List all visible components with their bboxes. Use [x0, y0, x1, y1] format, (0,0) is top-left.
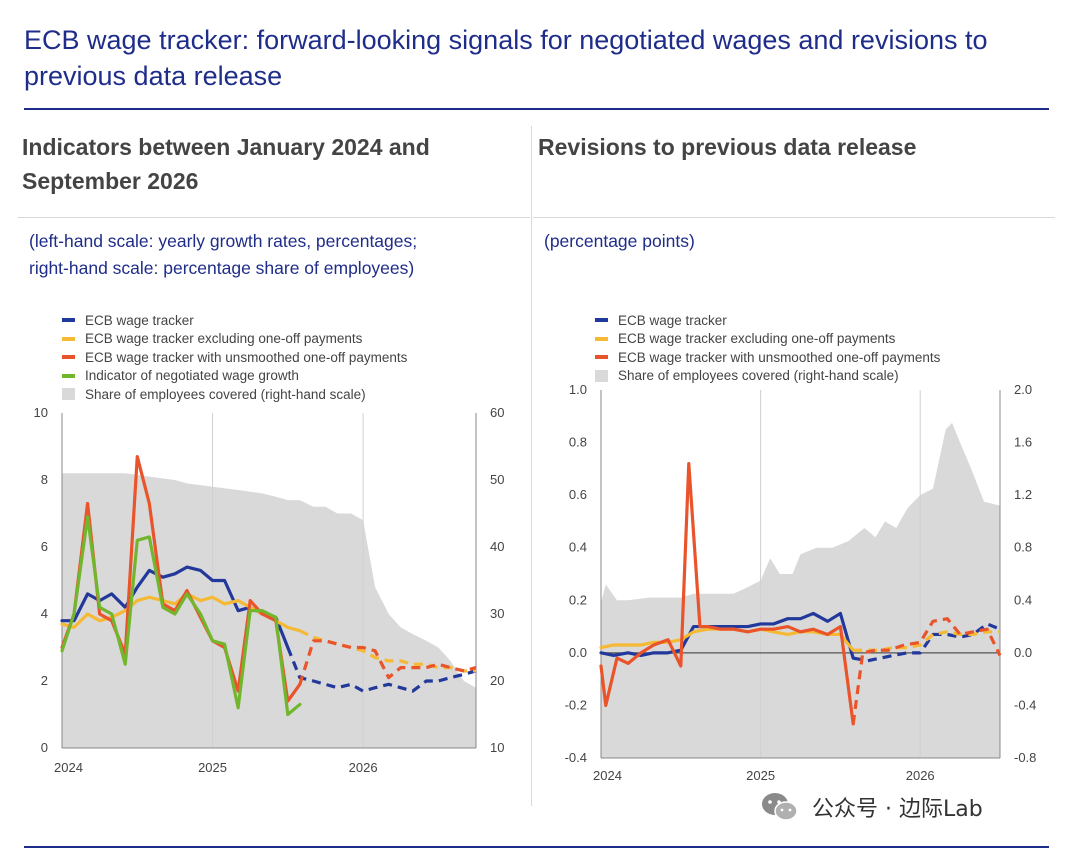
x-tick-label: 2025 — [198, 760, 227, 775]
x-tick-label: 2026 — [906, 768, 935, 783]
ecb-wage-tracker-dashed-line — [286, 646, 477, 693]
legend-label: Indicator of negotiated wage growth — [85, 368, 299, 384]
legend-item: Share of employees covered (right-hand s… — [595, 367, 940, 386]
y-tick-label: 1.0 — [569, 382, 587, 397]
share-area — [601, 422, 1000, 758]
y2-tick-label: -0.4 — [1014, 697, 1036, 712]
y-tick-label: 0.2 — [569, 592, 587, 607]
legend-label: Share of employees covered (right-hand s… — [85, 386, 366, 402]
legend-swatch — [62, 388, 75, 401]
y-tick-label: 8 — [41, 472, 48, 487]
legend-swatch — [595, 369, 608, 382]
legend-item: ECB wage tracker with unsmoothed one-off… — [62, 348, 407, 367]
bottom-rule — [24, 846, 1049, 848]
legend-item: ECB wage tracker — [595, 311, 940, 330]
ecb-wage-tracker-with-unsmoothed-one-off-payments-solid-line — [599, 462, 855, 726]
left-chart-legend: ECB wage tracker ECB wage tracker excludi… — [62, 311, 407, 404]
left-subtitle-line2: right-hand scale: percentage share of em… — [29, 258, 415, 278]
x-tick-label: 2024 — [593, 768, 622, 783]
y-tick-label: -0.4 — [565, 750, 587, 765]
legend-item: ECB wage tracker — [62, 311, 407, 330]
legend-label: Share of employees covered (right-hand s… — [618, 368, 899, 384]
left-header-divider — [18, 217, 530, 218]
y2-tick-label: 50 — [490, 472, 504, 487]
title-rule — [24, 108, 1049, 110]
y-tick-label: 10 — [34, 405, 48, 420]
legend-item: ECB wage tracker excluding one-off payme… — [62, 330, 407, 349]
ecb-wage-tracker-dashed-line — [852, 622, 1001, 663]
right-panel-subtitle: (percentage points) — [544, 231, 695, 251]
x-tick-label: 2026 — [349, 760, 378, 775]
y-tick-label: -0.2 — [565, 697, 587, 712]
ecb-wage-tracker-with-unsmoothed-one-off-payments-dashed-line — [851, 617, 1002, 725]
watermark-text: 公众号 · 边际Lab — [812, 797, 983, 822]
y2-tick-label: 10 — [490, 740, 504, 755]
y2-tick-label: -0.8 — [1014, 750, 1036, 765]
y2-tick-label: 0.8 — [1014, 540, 1032, 555]
y-tick-label: 0.0 — [569, 645, 587, 660]
legend-swatch — [595, 355, 608, 360]
y2-tick-label: 60 — [490, 405, 504, 420]
legend-swatch — [62, 318, 75, 323]
right-header-divider — [533, 217, 1055, 218]
x-tick-label: 2025 — [746, 768, 775, 783]
ecb-wage-tracker-excluding-one-off-payments-dashed-line — [853, 630, 1000, 652]
legend-swatch — [595, 336, 608, 341]
ecb-wage-tracker-solid-line — [599, 611, 855, 660]
y2-tick-label: 0.4 — [1014, 592, 1032, 607]
indicator-of-negotiated-wage-growth-solid-line — [60, 515, 302, 717]
y-tick-label: 0.6 — [569, 487, 587, 502]
y-tick-label: 6 — [41, 539, 48, 554]
y2-tick-label: 20 — [490, 673, 504, 688]
y2-tick-label: 2.0 — [1014, 382, 1032, 397]
y-tick-label: 2 — [41, 673, 48, 688]
right-panel-title: Revisions to previous data release — [538, 134, 917, 160]
legend-item: Share of employees covered (right-hand s… — [62, 385, 407, 404]
y-tick-label: 0 — [41, 740, 48, 755]
x-tick-label: 2024 — [54, 760, 83, 775]
y-tick-label: 4 — [41, 606, 48, 621]
y-tick-label: 0.8 — [569, 435, 587, 450]
panel-divider — [531, 126, 532, 806]
legend-label: ECB wage tracker with unsmoothed one-off… — [85, 349, 408, 365]
legend-swatch — [595, 318, 608, 323]
y2-tick-label: 0.0 — [1014, 645, 1032, 660]
share-area — [62, 473, 476, 748]
watermark: 公众号 · 边际Lab — [760, 791, 983, 823]
legend-item: ECB wage tracker with unsmoothed one-off… — [595, 348, 940, 367]
page-title: ECB wage tracker: forward-looking signal… — [24, 25, 988, 91]
legend-swatch — [62, 355, 75, 360]
left-subtitle-line1: (left-hand scale: yearly growth rates, p… — [29, 231, 418, 251]
legend-swatch — [62, 336, 75, 341]
right-chart-legend: ECB wage tracker ECB wage tracker excludi… — [595, 311, 940, 385]
y2-tick-label: 1.6 — [1014, 435, 1032, 450]
legend-label: ECB wage tracker excluding one-off payme… — [618, 331, 896, 347]
legend-swatch — [62, 373, 75, 378]
left-panel-subtitle: (left-hand scale: yearly growth rates, p… — [29, 228, 417, 282]
ecb-wage-tracker-with-unsmoothed-one-off-payments-dashed-line — [298, 639, 477, 685]
y2-tick-label: 40 — [490, 539, 504, 554]
y2-tick-label: 30 — [490, 606, 504, 621]
wechat-icon — [762, 793, 798, 821]
legend-item: Indicator of negotiated wage growth — [62, 367, 407, 386]
y-tick-label: 0.4 — [569, 540, 587, 555]
legend-label: ECB wage tracker with unsmoothed one-off… — [618, 349, 941, 365]
legend-item: ECB wage tracker excluding one-off payme… — [595, 330, 940, 349]
legend-label: ECB wage tracker — [85, 312, 194, 328]
y2-tick-label: 1.2 — [1014, 487, 1032, 502]
left-panel-title: Indicators between January 2024 and Sept… — [22, 134, 430, 194]
legend-label: ECB wage tracker — [618, 312, 727, 328]
legend-label: ECB wage tracker excluding one-off payme… — [85, 331, 363, 347]
